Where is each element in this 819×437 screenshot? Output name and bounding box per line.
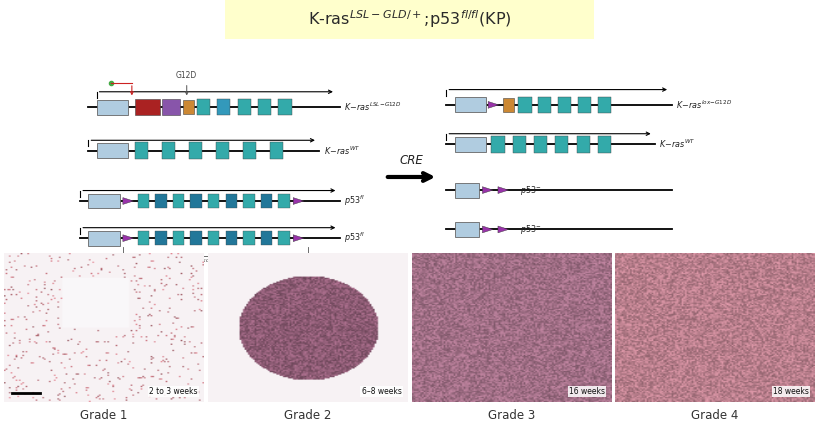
Bar — [455, 183, 479, 198]
Polygon shape — [498, 187, 509, 194]
Bar — [455, 97, 486, 112]
Bar — [559, 97, 572, 113]
Bar — [208, 231, 219, 245]
Polygon shape — [482, 226, 493, 233]
Text: $p53^{fl}$: $p53^{fl}$ — [344, 231, 364, 245]
Bar — [555, 136, 568, 153]
Text: 2 to 3 weeks: 2 to 3 weeks — [149, 387, 197, 396]
Bar — [226, 231, 238, 245]
Text: $K\!-\!ras^{WT}$: $K\!-\!ras^{WT}$ — [324, 145, 360, 157]
Bar — [156, 231, 167, 245]
Text: $K\!-\!ras^{lox\!-\!G12D}$: $K\!-\!ras^{lox\!-\!G12D}$ — [676, 99, 732, 111]
Bar — [135, 99, 160, 115]
Bar — [97, 143, 128, 158]
Bar — [577, 136, 590, 153]
Text: Grade 4: Grade 4 — [691, 409, 739, 422]
Text: CRE: CRE — [400, 154, 423, 167]
Bar — [97, 100, 128, 114]
Bar — [189, 142, 202, 159]
Bar — [138, 231, 149, 245]
Bar — [243, 231, 255, 245]
Text: G12D: G12D — [176, 71, 197, 94]
Bar — [197, 99, 210, 115]
Bar — [278, 194, 290, 208]
FancyBboxPatch shape — [225, 0, 594, 39]
Bar — [518, 97, 532, 113]
Bar — [162, 142, 175, 159]
Bar — [598, 97, 611, 113]
Bar — [260, 194, 272, 208]
Bar — [138, 194, 149, 208]
Bar — [260, 231, 272, 245]
Polygon shape — [498, 226, 509, 233]
Text: 16 weeks: 16 weeks — [569, 387, 605, 396]
Bar — [278, 99, 292, 115]
Bar — [173, 194, 184, 208]
Bar — [217, 99, 230, 115]
Bar — [278, 231, 290, 245]
Polygon shape — [293, 235, 304, 242]
Text: $p53^{fl}$: $p53^{fl}$ — [344, 194, 364, 208]
Bar — [88, 231, 120, 246]
Polygon shape — [293, 198, 304, 205]
Bar — [538, 97, 551, 113]
Polygon shape — [123, 198, 133, 205]
Bar — [491, 136, 505, 153]
Bar — [455, 137, 486, 152]
Bar — [208, 194, 219, 208]
Bar — [503, 98, 514, 111]
Text: 18 weeks: 18 weeks — [773, 387, 809, 396]
Bar — [135, 142, 148, 159]
Text: $K\!-\!ras^{WT}$: $K\!-\!ras^{WT}$ — [659, 138, 696, 150]
Text: Grade 3: Grade 3 — [488, 409, 535, 422]
Bar — [243, 142, 256, 159]
Bar — [455, 222, 479, 237]
Bar — [270, 142, 283, 159]
Bar — [258, 99, 271, 115]
Bar — [243, 194, 255, 208]
Polygon shape — [123, 235, 133, 242]
Bar — [183, 101, 194, 114]
Text: Grade 2: Grade 2 — [284, 409, 332, 422]
Text: Exons 2-10: Exons 2-10 — [198, 258, 233, 263]
Text: 6–8 weeks: 6–8 weeks — [362, 387, 401, 396]
Bar — [190, 231, 202, 245]
Bar — [216, 142, 229, 159]
Bar — [162, 99, 180, 115]
Bar — [534, 136, 547, 153]
Bar — [173, 231, 184, 245]
Text: $p53^{-}$: $p53^{-}$ — [520, 223, 541, 236]
Bar — [156, 194, 167, 208]
Bar — [578, 97, 591, 113]
Polygon shape — [488, 101, 499, 108]
Bar — [190, 194, 202, 208]
Polygon shape — [482, 187, 493, 194]
Text: $p53^{-}$: $p53^{-}$ — [520, 184, 541, 197]
Bar — [238, 99, 251, 115]
Text: $K\!-\!ras^{LSL\!-\!G12D}$: $K\!-\!ras^{LSL\!-\!G12D}$ — [344, 101, 401, 113]
Text: K-ras$^{LSL-GLD/+}$;p53$^{fl/fl}$(KP): K-ras$^{LSL-GLD/+}$;p53$^{fl/fl}$(KP) — [308, 8, 511, 30]
Bar — [88, 194, 120, 208]
Bar — [598, 136, 611, 153]
Bar — [226, 194, 238, 208]
Text: Grade 1: Grade 1 — [80, 409, 128, 422]
Bar — [513, 136, 526, 153]
